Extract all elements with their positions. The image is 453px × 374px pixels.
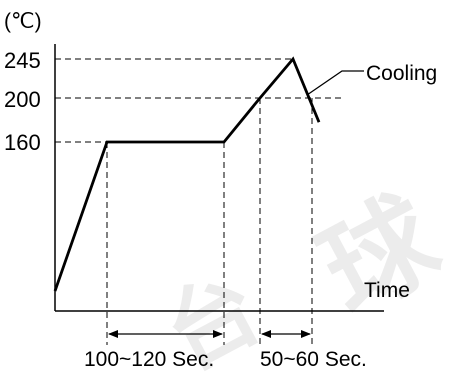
cooling-leader bbox=[306, 70, 364, 96]
y-axis-unit-label: (℃) bbox=[4, 10, 42, 33]
series-layer bbox=[53, 56, 321, 292]
watermark: 球 bbox=[302, 176, 453, 337]
temperature-profile-line bbox=[53, 56, 321, 292]
x-axis-label: Time bbox=[364, 279, 410, 302]
preheat-duration-label: 100~120 Sec. bbox=[84, 348, 214, 371]
y-tick-label-200: 200 bbox=[4, 87, 41, 112]
cooling-label: Cooling bbox=[366, 62, 437, 85]
reflow-duration-label: 50~60 Sec. bbox=[260, 348, 367, 371]
y-tick-label-160: 160 bbox=[4, 130, 41, 155]
y-tick-label-245: 245 bbox=[4, 48, 41, 73]
